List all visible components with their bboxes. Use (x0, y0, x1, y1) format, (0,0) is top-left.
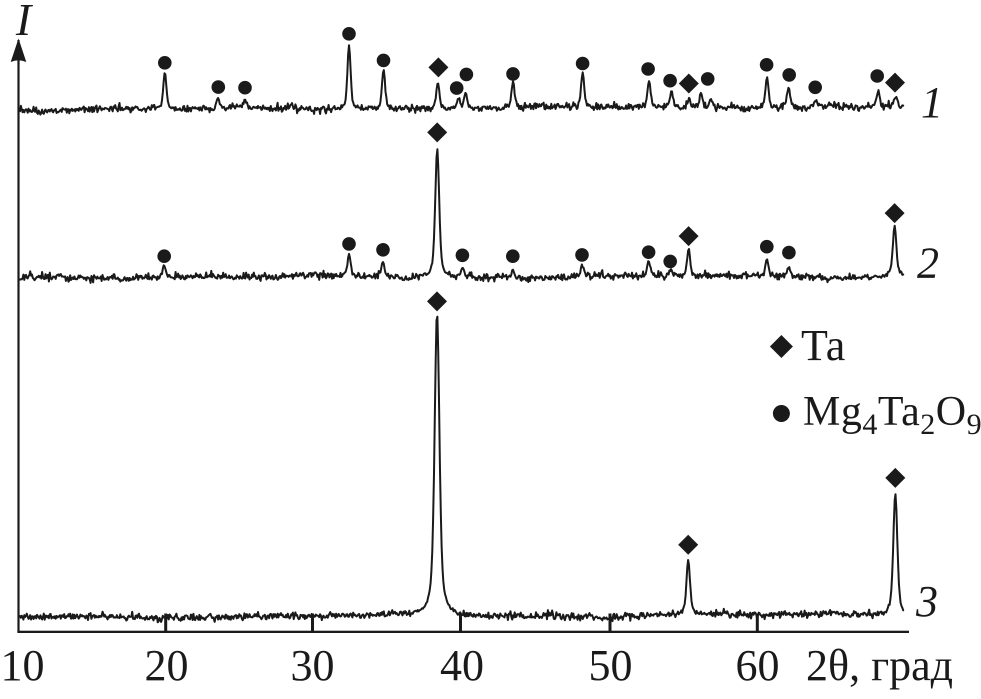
svg-text:2: 2 (917, 239, 939, 288)
svg-text:I: I (15, 0, 34, 45)
svg-text:3: 3 (915, 577, 938, 626)
svg-text:40: 40 (440, 641, 484, 690)
svg-text:30: 30 (291, 641, 335, 690)
svg-text:Mg4Ta2O9: Mg4Ta2O9 (803, 389, 981, 441)
svg-text:1: 1 (921, 78, 943, 127)
svg-text:Ta: Ta (801, 321, 846, 370)
svg-text:2θ, град: 2θ, град (806, 641, 953, 690)
svg-text:50: 50 (589, 641, 633, 690)
svg-text:20: 20 (145, 641, 189, 690)
svg-text:10: 10 (1, 641, 45, 690)
svg-text:60: 60 (736, 641, 780, 690)
